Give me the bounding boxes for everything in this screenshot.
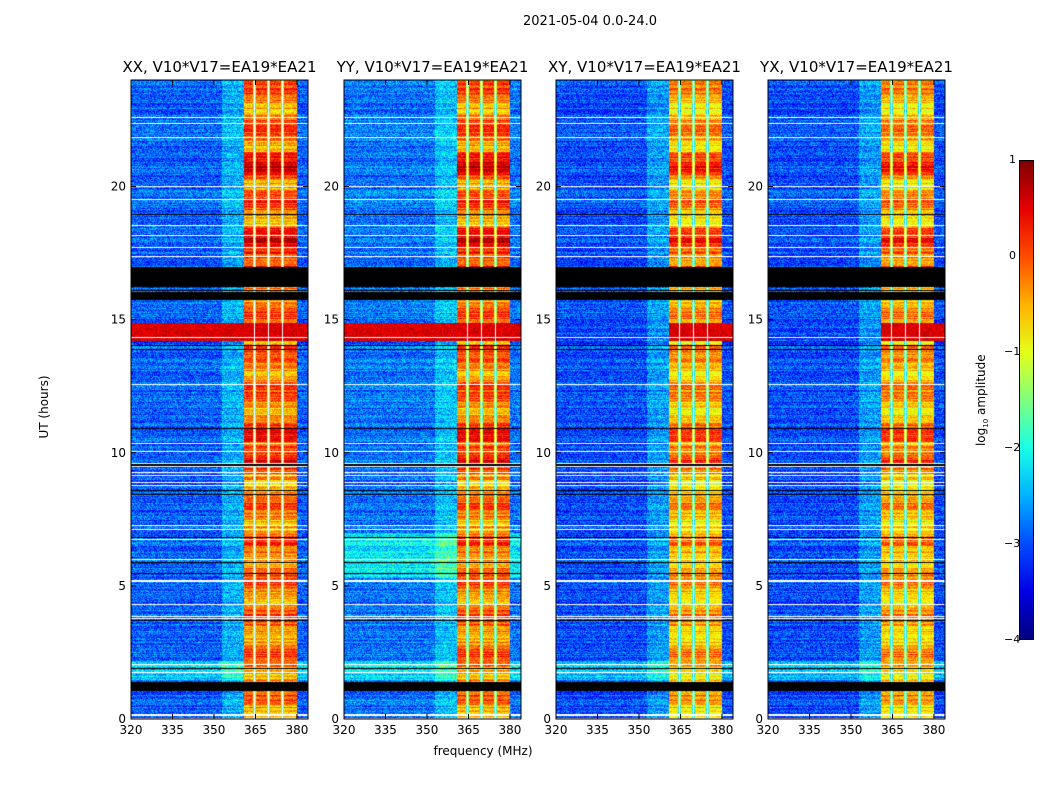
- x-tick-label: 365: [244, 723, 267, 737]
- y-tick-label: 10: [748, 446, 763, 460]
- axes-frame: [555, 79, 734, 720]
- colorbar-tick-label: −1: [1004, 345, 1021, 358]
- panel-yy: YY, V10*V17=EA19*EA21 320 335 350 365 380 0 5 1…: [324, 58, 529, 737]
- y-axis-label: UT (hours): [37, 375, 51, 439]
- y-tick-label: 15: [536, 313, 551, 327]
- panel-xx: XX, V10*V17=EA19*EA21 320 335 350 365 380 0 5 1…: [111, 58, 317, 737]
- y-tick-label: 0: [755, 712, 763, 726]
- y-tick-label: 15: [748, 313, 763, 327]
- figure-title: 2021-05-04 0.0-24.0: [523, 14, 657, 29]
- spectrogram-heatmap: [131, 80, 308, 719]
- y-tick-label: 20: [111, 180, 126, 194]
- y-tick-label: 20: [536, 180, 551, 194]
- axes-frame: [343, 79, 522, 720]
- axes: 320 335 350 365 380 0 5 10 15 20: [536, 79, 734, 737]
- axes: 320 335 350 365 380 0 5 10 15 20: [324, 79, 522, 737]
- y-tick-label: 10: [111, 446, 126, 460]
- y-tick-label: 20: [748, 180, 763, 194]
- y-tick-label: 20: [324, 180, 339, 194]
- x-tick-label: 335: [161, 723, 184, 737]
- x-tick-label: 350: [203, 723, 226, 737]
- panel-title: YX, V10*V17=EA19*EA21: [760, 58, 953, 76]
- y-tick-label: 5: [331, 579, 339, 593]
- y-tick-label: 0: [118, 712, 126, 726]
- x-tick-label: 320: [333, 723, 356, 737]
- x-tick-label: 365: [669, 723, 692, 737]
- y-tick-label: 5: [118, 579, 126, 593]
- spectrogram-heatmap: [768, 80, 945, 719]
- x-tick-label: 320: [545, 723, 568, 737]
- x-tick-label: 380: [922, 723, 945, 737]
- axes-frame: [767, 79, 946, 720]
- y-tick-label: 0: [331, 712, 339, 726]
- x-tick-label: 320: [120, 723, 143, 737]
- panel-title: XX, V10*V17=EA19*EA21: [122, 58, 317, 76]
- colorbar-tick-label: −2: [1004, 441, 1021, 454]
- panel-yx: YX, V10*V17=EA19*EA21 320 335 350 365 380 0 5 1…: [748, 58, 953, 737]
- x-tick-label: 365: [457, 723, 480, 737]
- axes: 320 335 350 365 380 0 5 10 15 20: [111, 79, 309, 737]
- y-tick-label: 5: [755, 579, 763, 593]
- x-tick-label: 320: [757, 723, 780, 737]
- colorbar-tick-label: −4: [1004, 633, 1021, 646]
- spectrogram-heatmap: [556, 80, 733, 719]
- colorbar-tick-label: −3: [1004, 537, 1021, 550]
- x-tick-label: 380: [710, 723, 733, 737]
- axes: 320 335 350 365 380 0 5 10 15 20: [748, 79, 946, 737]
- panel-title: XY, V10*V17=EA19*EA21: [548, 58, 741, 76]
- spectrogram-heatmap: [344, 80, 521, 719]
- panel-title: YY, V10*V17=EA19*EA21: [336, 58, 529, 76]
- colorbar-label: log10 amplitude: [973, 354, 991, 447]
- y-tick-label: 0: [543, 712, 551, 726]
- x-tick-label: 350: [628, 723, 651, 737]
- colorbar: [1019, 160, 1034, 640]
- x-tick-label: 380: [285, 723, 308, 737]
- y-tick-label: 10: [536, 446, 551, 460]
- x-tick-label: 350: [840, 723, 863, 737]
- colorbar-tick-label: 1: [1009, 153, 1016, 166]
- y-tick-label: 15: [324, 313, 339, 327]
- x-tick-label: 380: [498, 723, 521, 737]
- x-tick-label: 365: [881, 723, 904, 737]
- axes-frame: [130, 79, 309, 720]
- y-tick-label: 15: [111, 313, 126, 327]
- y-tick-label: 5: [543, 579, 551, 593]
- x-tick-label: 335: [374, 723, 397, 737]
- y-tick-label: 10: [324, 446, 339, 460]
- x-tick-label: 335: [586, 723, 609, 737]
- x-tick-label: 335: [798, 723, 821, 737]
- x-tick-label: 350: [416, 723, 439, 737]
- panel-xy: XY, V10*V17=EA19*EA21 320 335 350 365 380 0 5 1…: [536, 58, 741, 737]
- colorbar-tick-label: 0: [1009, 249, 1016, 262]
- x-axis-label: frequency (MHz): [433, 744, 533, 758]
